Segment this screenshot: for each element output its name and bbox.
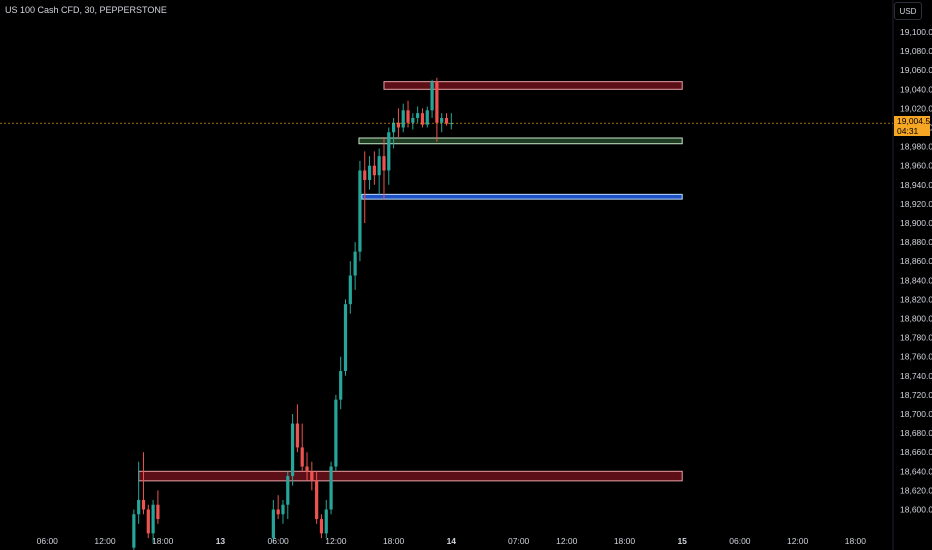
candle-body bbox=[449, 123, 453, 125]
candle-body bbox=[315, 480, 319, 520]
x-tick-label: 12:00 bbox=[787, 536, 809, 546]
candle-body bbox=[411, 117, 415, 123]
candle-body bbox=[401, 110, 405, 128]
y-tick-label: 18,840.0 bbox=[900, 275, 932, 285]
x-tick-label: 18:00 bbox=[845, 536, 867, 546]
candle-body bbox=[396, 122, 401, 128]
candle-body bbox=[290, 423, 295, 477]
y-tick-label: 18,640.0 bbox=[900, 466, 932, 476]
candle-body bbox=[435, 81, 439, 123]
y-tick-label: 18,680.0 bbox=[900, 428, 932, 438]
candle-body bbox=[329, 466, 333, 510]
candle-body bbox=[425, 110, 429, 125]
candle-body bbox=[382, 156, 386, 171]
candle-body bbox=[156, 504, 160, 520]
candle-body bbox=[146, 509, 150, 534]
y-tick-label: 19,100.0 bbox=[900, 27, 932, 37]
blue-zone bbox=[361, 193, 683, 200]
y-tick-label: 18,860.0 bbox=[900, 256, 932, 266]
x-tick-label: 06:00 bbox=[268, 536, 290, 546]
x-tick-label: 18:00 bbox=[614, 536, 636, 546]
candle-body bbox=[420, 113, 425, 125]
y-tick-label: 18,880.0 bbox=[900, 237, 932, 247]
candle-body bbox=[334, 399, 338, 467]
candle-body bbox=[137, 499, 141, 515]
y-tick-label: 18,920.0 bbox=[900, 199, 932, 209]
y-tick-label: 18,820.0 bbox=[900, 294, 932, 304]
candle-body bbox=[286, 476, 290, 505]
candle-body bbox=[406, 110, 410, 123]
y-tick-label: 19,080.0 bbox=[900, 46, 932, 56]
y-tick-label: 18,800.0 bbox=[900, 314, 932, 324]
candle-countdown: 04:31 bbox=[897, 126, 919, 136]
candle-body bbox=[319, 519, 324, 534]
candle-body bbox=[276, 509, 280, 515]
green-zone bbox=[358, 137, 683, 145]
candle-body bbox=[353, 251, 357, 276]
x-tick-label: 12:00 bbox=[556, 536, 578, 546]
candle-body bbox=[141, 499, 146, 510]
x-tick-label: 06:00 bbox=[37, 536, 59, 546]
y-tick-label: 18,780.0 bbox=[900, 333, 932, 343]
y-tick-label: 19,040.0 bbox=[900, 84, 932, 94]
candle-body bbox=[339, 371, 343, 400]
y-tick-label: 18,620.0 bbox=[900, 485, 932, 495]
candle-body bbox=[387, 132, 391, 171]
currency-button[interactable]: USD bbox=[894, 2, 922, 20]
y-tick-label: 19,020.0 bbox=[900, 103, 932, 113]
last-price-value: 19,004.5 bbox=[897, 116, 931, 126]
y-tick-label: 18,980.0 bbox=[900, 142, 932, 152]
y-tick-label: 18,940.0 bbox=[900, 180, 932, 190]
candle-body bbox=[310, 471, 314, 481]
candle-body bbox=[324, 509, 328, 534]
candle-body bbox=[343, 304, 348, 372]
candle-body bbox=[372, 165, 376, 176]
y-tick-label: 18,720.0 bbox=[900, 390, 932, 400]
x-tick-label: 06:00 bbox=[729, 536, 751, 546]
y-tick-label: 18,660.0 bbox=[900, 447, 932, 457]
candle-body bbox=[392, 122, 396, 133]
candle-body bbox=[416, 113, 420, 118]
x-tick-label: 07:00 bbox=[508, 536, 530, 546]
candle-body bbox=[444, 117, 449, 124]
candle-body bbox=[377, 156, 381, 176]
candle-body bbox=[300, 447, 304, 467]
candle-body bbox=[132, 514, 136, 548]
y-tick-label: 18,960.0 bbox=[900, 161, 932, 171]
x-tick-label: 12:00 bbox=[325, 536, 347, 546]
x-tick-label: 13 bbox=[216, 536, 226, 546]
candle-body bbox=[363, 170, 367, 181]
y-tick-label: 18,600.0 bbox=[900, 505, 932, 515]
candle-body bbox=[430, 81, 434, 111]
x-tick-label: 12:00 bbox=[94, 536, 116, 546]
candle-body bbox=[271, 509, 275, 539]
x-tick-label: 14 bbox=[447, 536, 457, 546]
y-tick-label: 18,760.0 bbox=[900, 352, 932, 362]
candle-body bbox=[305, 466, 309, 472]
candle-body bbox=[348, 275, 352, 305]
y-tick-label: 19,060.0 bbox=[900, 65, 932, 75]
candle-body bbox=[281, 504, 285, 515]
x-tick-label: 18:00 bbox=[383, 536, 405, 546]
red-zone-upper bbox=[383, 81, 683, 90]
candle-body bbox=[440, 117, 444, 123]
x-tick-label: 15 bbox=[677, 536, 687, 546]
candle-body bbox=[295, 423, 299, 448]
x-tick-label: 18:00 bbox=[152, 536, 174, 546]
red-zone-lower bbox=[138, 470, 683, 482]
candle-body bbox=[367, 165, 372, 181]
y-tick-label: 18,740.0 bbox=[900, 371, 932, 381]
y-tick-label: 18,700.0 bbox=[900, 409, 932, 419]
candle-body bbox=[358, 170, 362, 252]
last-price-label: 19,004.5 04:31 bbox=[894, 116, 930, 136]
candle-body bbox=[151, 504, 155, 534]
chart-title: US 100 Cash CFD, 30, PEPPERSTONE bbox=[5, 5, 167, 15]
y-tick-label: 18,900.0 bbox=[900, 218, 932, 228]
